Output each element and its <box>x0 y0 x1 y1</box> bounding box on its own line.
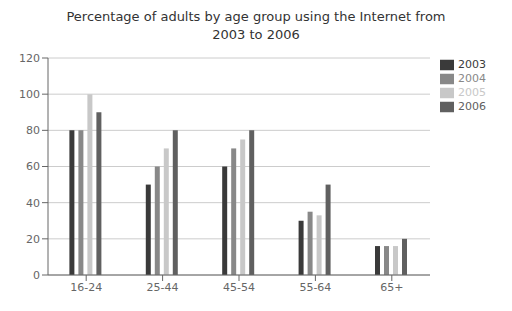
svg-text:25-44: 25-44 <box>147 281 179 294</box>
svg-text:55-64: 55-64 <box>299 281 331 294</box>
svg-text:80: 80 <box>26 124 40 137</box>
html-text:2003 to 2006: 2003 to 2006 <box>212 27 300 42</box>
svg-text:20: 20 <box>26 233 40 246</box>
svg-text:0: 0 <box>33 269 40 282</box>
html-text:2003: 2003 <box>458 58 486 71</box>
svg-text:65+: 65+ <box>380 281 403 294</box>
svg-text:40: 40 <box>26 197 40 210</box>
svg-text:16-24: 16-24 <box>70 281 102 294</box>
svg-text:120: 120 <box>19 52 40 65</box>
svg-text:100: 100 <box>19 88 40 101</box>
svg-text:45-54: 45-54 <box>223 281 255 294</box>
html-text:Percentage of adults by age gr: Percentage of adults by age group using … <box>66 9 446 24</box>
svg-text:60: 60 <box>26 160 40 173</box>
html-text:2006: 2006 <box>458 100 486 113</box>
html-text:2005: 2005 <box>458 86 486 99</box>
html-text:2004: 2004 <box>458 72 486 85</box>
